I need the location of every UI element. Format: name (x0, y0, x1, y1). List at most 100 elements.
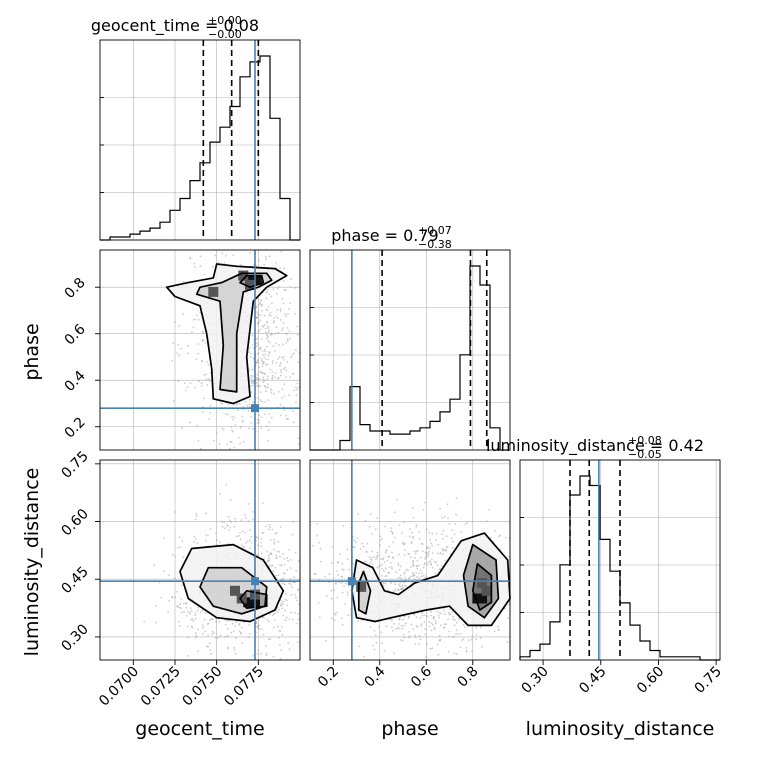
sample-point (276, 611, 279, 614)
sample-point (368, 525, 371, 528)
sample-point (401, 584, 404, 587)
sample-point (412, 559, 415, 562)
sample-point (381, 642, 383, 644)
sample-point (392, 630, 394, 632)
sample-point (423, 614, 426, 617)
sample-point (193, 535, 196, 538)
sample-point (252, 384, 254, 387)
sample-point (412, 535, 415, 538)
sample-point (437, 543, 440, 546)
sample-point (407, 569, 409, 572)
sample-point (504, 536, 507, 539)
sample-point (221, 427, 224, 430)
sample-point (442, 553, 444, 555)
sample-point (284, 366, 286, 369)
sample-point (279, 318, 282, 321)
sample-point (318, 578, 321, 581)
sample-point (263, 373, 266, 376)
sample-point (493, 630, 496, 633)
sample-point (422, 574, 425, 577)
y-tick-label-phase: 0.6 (62, 321, 89, 348)
sample-point (250, 391, 253, 393)
sample-point (286, 360, 289, 363)
sample-point (369, 513, 372, 515)
sample-point (174, 577, 177, 580)
density-cell (477, 578, 488, 589)
sample-point (230, 426, 232, 428)
sample-point (380, 558, 383, 560)
sample-point (232, 430, 234, 433)
sample-point (371, 556, 374, 559)
sample-point (240, 632, 243, 635)
sample-point (280, 604, 282, 607)
sample-point (261, 371, 263, 374)
sample-point (267, 339, 270, 342)
sample-point (385, 575, 388, 577)
sample-point (183, 611, 185, 614)
contour-line (179, 543, 285, 623)
sample-point (416, 565, 418, 568)
sample-point (506, 641, 509, 643)
sample-point (155, 621, 157, 624)
sample-point (430, 542, 432, 545)
sample-point (371, 533, 373, 535)
sample-point (263, 616, 265, 619)
sample-point (330, 589, 333, 592)
sample-point (275, 554, 277, 557)
sample-point (390, 530, 393, 532)
sample-point (183, 602, 185, 605)
sample-point (246, 404, 249, 407)
sample-point (267, 327, 270, 330)
sample-point (196, 542, 199, 545)
sample-point (229, 447, 232, 450)
sample-point (258, 421, 260, 424)
sample-point (260, 400, 263, 403)
sample-point (440, 612, 442, 615)
sample-point (295, 622, 298, 625)
sample-point (448, 523, 451, 525)
sample-point (266, 550, 269, 553)
sample-point (390, 582, 392, 584)
x-tick-label-phase: 0.2 (315, 664, 342, 691)
sample-point (286, 569, 289, 571)
sample-point (424, 628, 426, 630)
sample-point (403, 636, 405, 639)
sample-point (195, 358, 198, 361)
sample-point (438, 612, 441, 615)
sample-point (180, 597, 183, 600)
sample-point (438, 634, 441, 637)
sample-point (272, 538, 275, 541)
sample-point (264, 331, 267, 334)
sample-point (296, 599, 299, 602)
sample-point (266, 425, 268, 427)
sample-point (275, 574, 277, 577)
sample-point (384, 551, 387, 554)
sample-point (257, 397, 259, 399)
sample-point (285, 369, 287, 372)
sample-point (405, 585, 407, 587)
sample-point (414, 552, 417, 555)
sample-point (359, 548, 362, 550)
sample-point (257, 316, 260, 319)
sample-point (274, 350, 276, 352)
sample-point (262, 360, 265, 363)
sample-point (286, 327, 289, 329)
sample-point (333, 589, 336, 591)
sample-point (257, 544, 259, 547)
sample-point (419, 556, 422, 559)
sample-point (227, 515, 230, 518)
x-tick-label-geocent-time: 0.0700 (96, 664, 142, 710)
sample-point (318, 616, 321, 619)
sample-point (197, 606, 200, 609)
sample-point (247, 520, 250, 522)
sample-point (211, 618, 214, 620)
sample-point (235, 403, 238, 406)
sample-point (498, 535, 501, 538)
sample-point (239, 442, 241, 445)
sample-point (465, 651, 468, 653)
sample-point (401, 639, 404, 642)
sample-point (244, 514, 246, 516)
sample-point (211, 633, 213, 636)
sample-point (204, 342, 207, 344)
sample-point (425, 528, 428, 531)
